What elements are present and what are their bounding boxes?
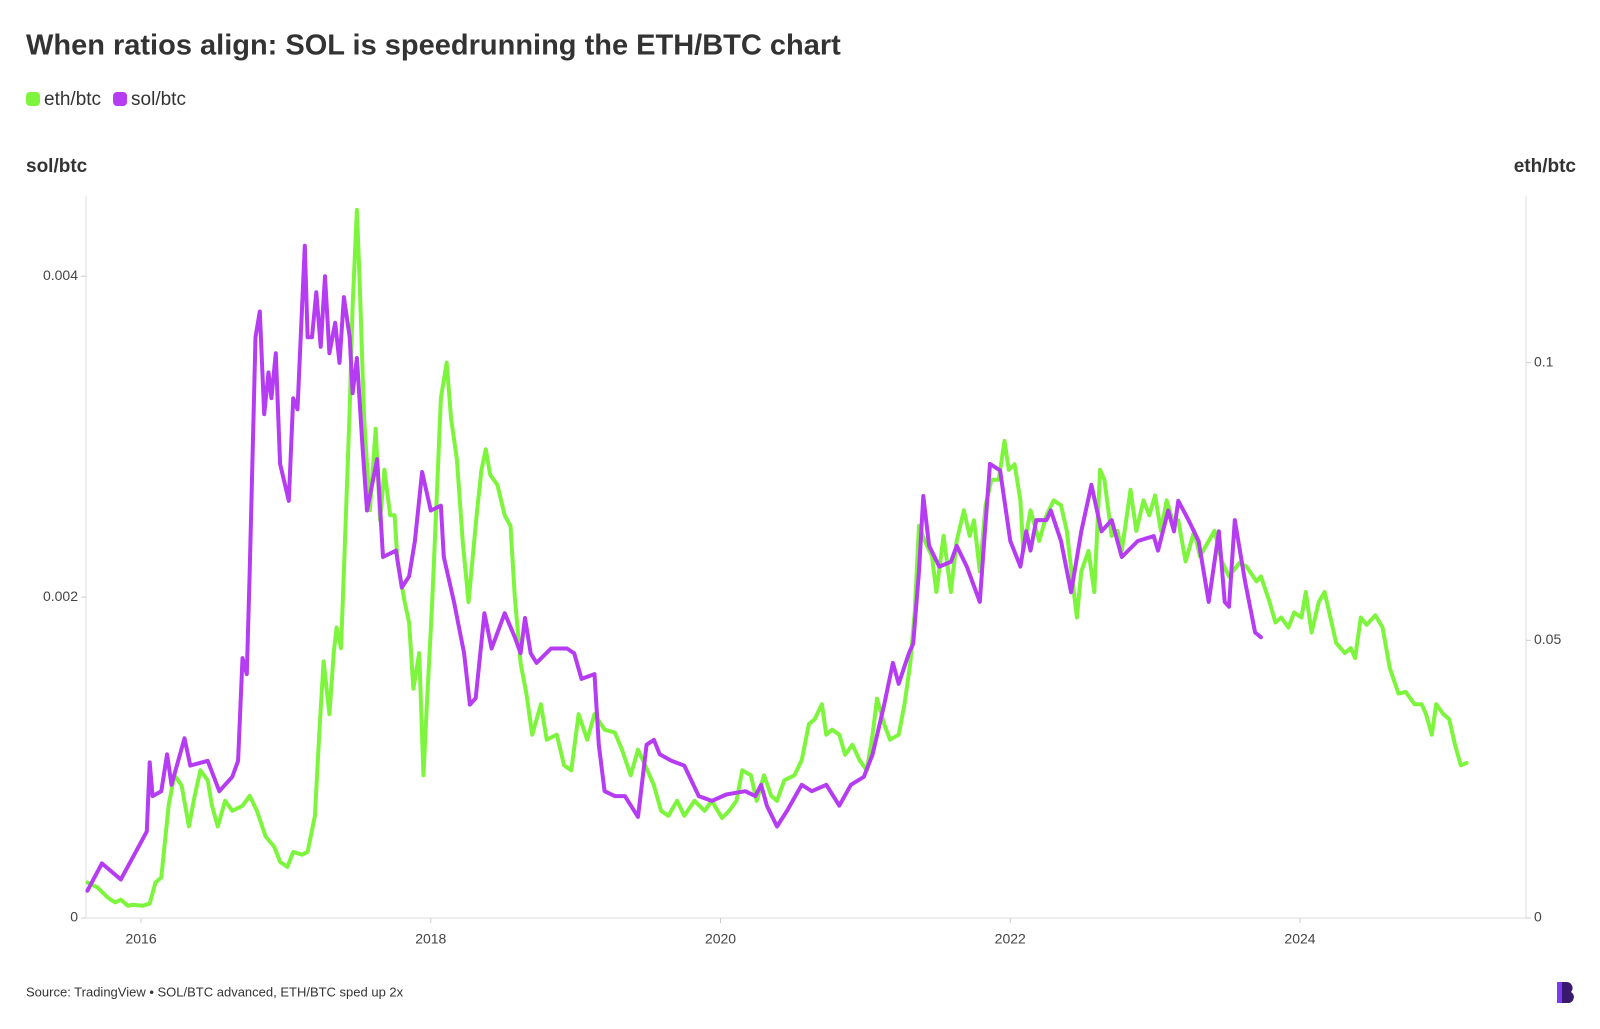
y2-tick-label: 0 bbox=[1534, 909, 1542, 925]
source-note: Source: TradingView • SOL/BTC advanced, … bbox=[26, 984, 404, 999]
legend-label: eth/btc bbox=[44, 89, 101, 110]
data-line bbox=[85, 243, 1263, 893]
y2-axis-title: eth/btc bbox=[1514, 156, 1577, 177]
y-tick-label: 0.002 bbox=[43, 588, 78, 604]
y2-tick-label: 0.05 bbox=[1534, 631, 1561, 647]
x-tick-label: 2020 bbox=[705, 931, 736, 947]
logo bbox=[1557, 982, 1574, 1003]
legend-label: sol/btc bbox=[131, 89, 186, 110]
x-tick-label: 2016 bbox=[125, 931, 156, 947]
y-tick-label: 0.004 bbox=[43, 267, 78, 283]
chart-title: When ratios align: SOL is speedrunning t… bbox=[26, 30, 841, 62]
y2-tick-label: 0.1 bbox=[1534, 353, 1554, 369]
legend-swatch bbox=[26, 92, 40, 106]
data-line bbox=[85, 207, 1469, 908]
x-tick-label: 2022 bbox=[995, 931, 1026, 947]
y-axis-title: sol/btc bbox=[26, 156, 88, 177]
y-tick-label: 0 bbox=[70, 909, 78, 925]
legend-swatch bbox=[113, 92, 128, 106]
x-tick-label: 2024 bbox=[1284, 931, 1315, 947]
x-tick-label: 2018 bbox=[415, 931, 446, 947]
